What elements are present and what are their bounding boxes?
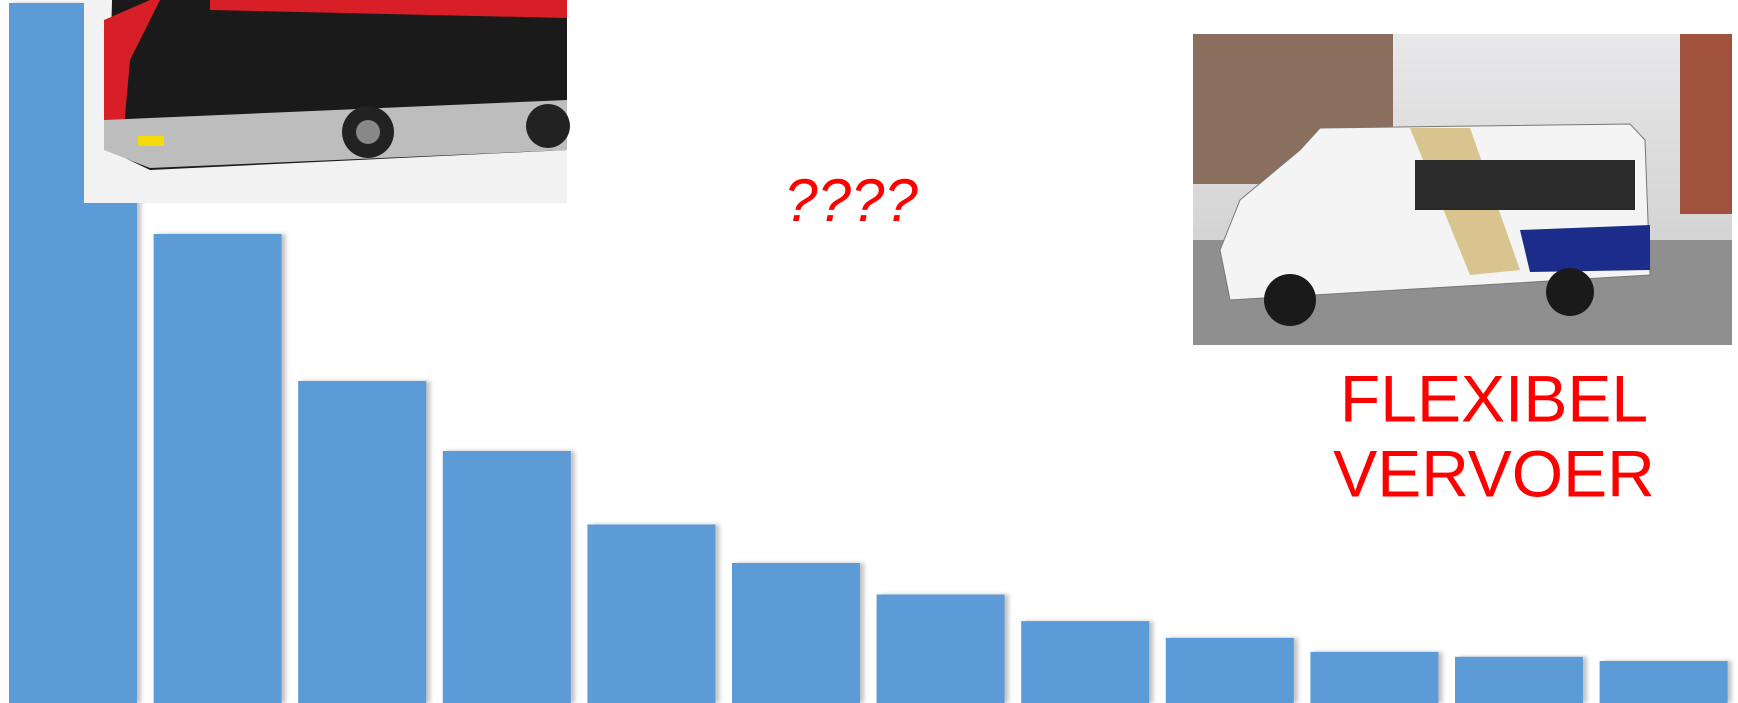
bar (443, 451, 571, 703)
bar (1021, 621, 1149, 703)
annotation: VERVOER (1333, 436, 1655, 510)
bar (732, 563, 860, 703)
van-image (1193, 34, 1732, 345)
bar (587, 525, 715, 703)
bar (298, 381, 426, 703)
annotation: FLEXIBEL (1340, 361, 1648, 435)
page: ???? FLEXIBEL VERVOER (() => { const dat… (0, 0, 1738, 703)
annotation: ???? (784, 167, 918, 234)
bar (1166, 638, 1294, 703)
bar (154, 234, 282, 703)
bus-image (84, 0, 570, 203)
bar (1455, 657, 1583, 703)
chart: ???? FLEXIBEL VERVOER (0, 0, 1738, 703)
bar (1600, 661, 1728, 703)
bar (1310, 652, 1438, 703)
bar (877, 595, 1005, 703)
